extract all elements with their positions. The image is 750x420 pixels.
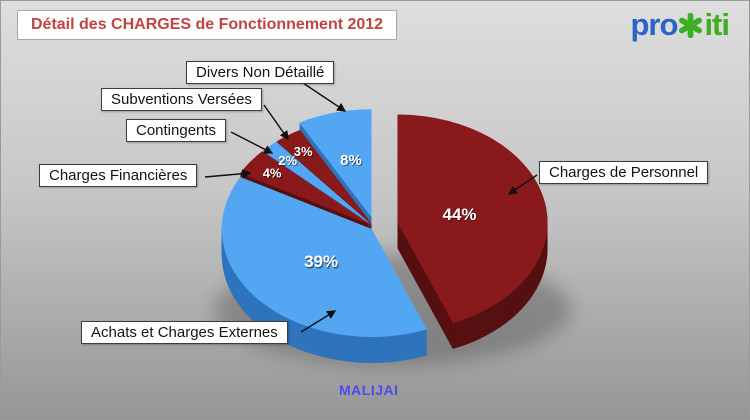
chart-title: Détail des CHARGES de Fonctionnement 201…	[17, 10, 398, 40]
callout-line	[204, 169, 252, 179]
pie-slice-4	[276, 129, 373, 225]
logo-text-iti: iti	[704, 7, 730, 42]
logo-x-icon	[678, 12, 703, 38]
proxiti-logo: pro iti	[631, 7, 730, 43]
slice-percent: 2%	[278, 153, 297, 168]
pie-slice-5	[299, 109, 372, 218]
callout-line	[300, 310, 337, 333]
slice-percent-shadow: 2%	[279, 154, 298, 169]
callout-charges-de-personnel: Charges de Personnel	[539, 161, 709, 184]
logo-text-pro: pro	[630, 7, 679, 42]
pie-slice-0	[397, 114, 548, 323]
callout-line	[302, 82, 347, 112]
slice-percent-shadow: 8%	[341, 153, 363, 170]
slice-percent: 44%	[442, 205, 476, 224]
slice-percent-shadow: 3%	[295, 145, 314, 160]
slice-percent: 8%	[340, 152, 362, 169]
callout-contingents: Contingents	[126, 119, 227, 142]
callout-line	[263, 104, 289, 141]
slice-percent: 4%	[263, 166, 282, 181]
slice-percent-shadow: 44%	[443, 206, 477, 225]
pie-slice-3	[262, 141, 372, 225]
callout-line	[507, 174, 538, 195]
slice-percent-shadow: 4%	[264, 167, 283, 182]
pie-slice-1	[221, 177, 427, 337]
callout-divers-non-detaille: Divers Non Détaillé	[186, 61, 335, 84]
commune-label: MALIJAI	[339, 382, 399, 398]
slice-percent-shadow: 39%	[305, 253, 339, 272]
callout-subventions-versees: Subventions Versées	[101, 88, 262, 111]
callout-line	[230, 131, 274, 154]
slice-percent: 3%	[294, 144, 313, 159]
pie-slice-2	[240, 151, 372, 226]
slice-percent: 39%	[304, 252, 338, 271]
callout-charges-financieres: Charges Financières	[39, 164, 198, 187]
callout-achats-charges-externes: Achats et Charges Externes	[81, 321, 288, 344]
